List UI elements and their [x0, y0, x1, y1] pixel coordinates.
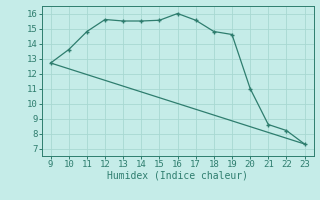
X-axis label: Humidex (Indice chaleur): Humidex (Indice chaleur) — [107, 171, 248, 181]
